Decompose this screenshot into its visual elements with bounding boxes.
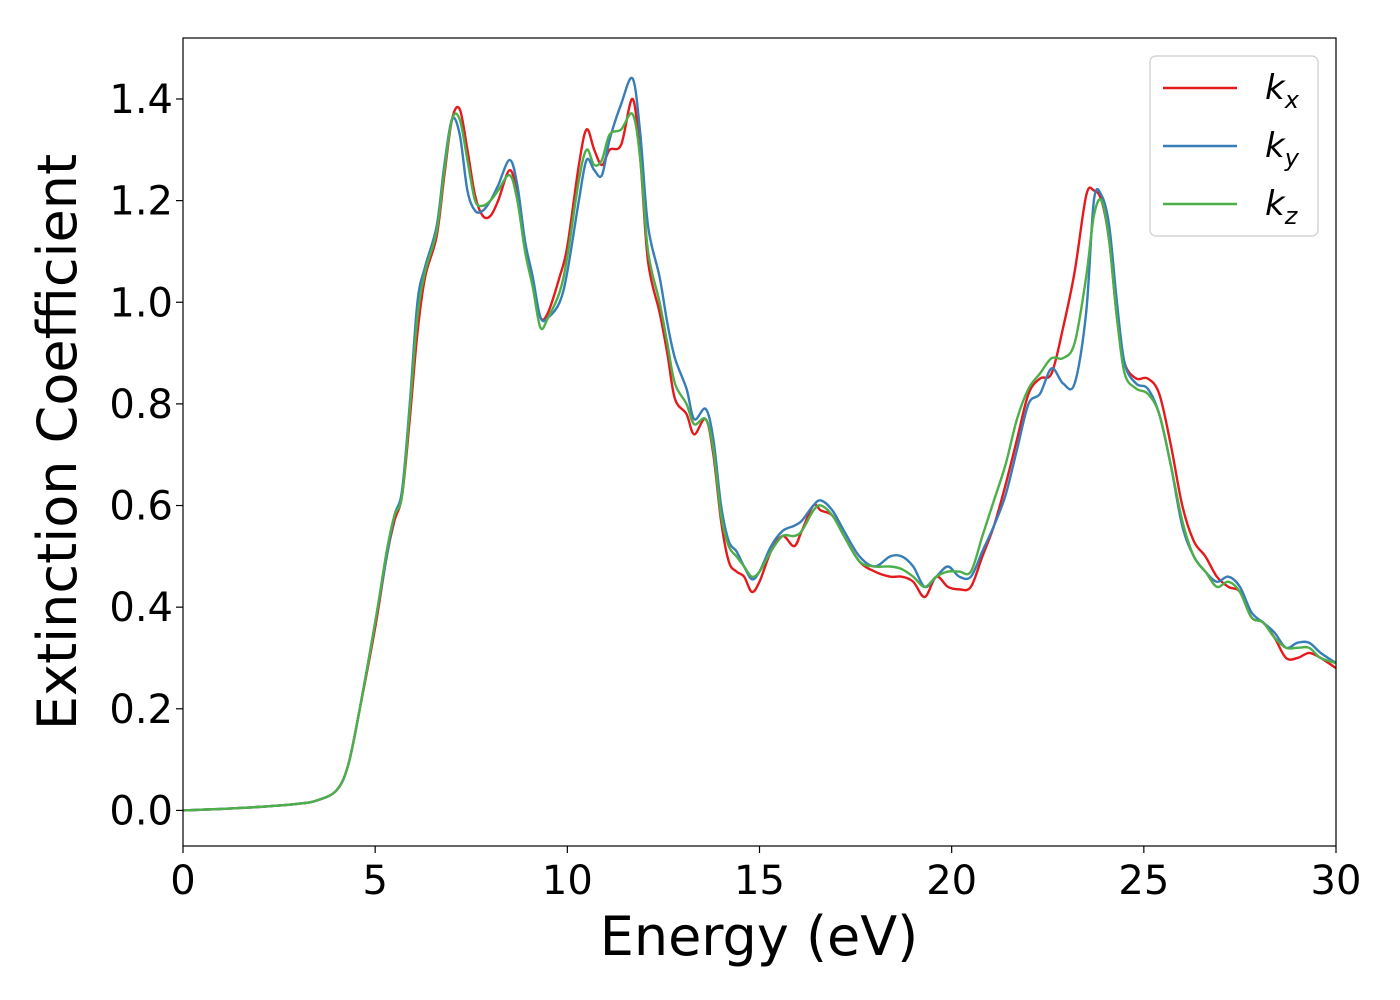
x-tick-label: 30 xyxy=(1311,858,1362,904)
legend-label-subscript: x xyxy=(1284,86,1300,114)
series-line-z xyxy=(183,112,1336,812)
legend-label-subscript: z xyxy=(1284,202,1299,230)
y-tick-label: 0.0 xyxy=(109,788,173,834)
y-tick-label: 1.2 xyxy=(109,179,173,225)
y-tick-label: 1.4 xyxy=(109,77,173,123)
series-lines xyxy=(183,76,1336,812)
y-tick-label: 0.6 xyxy=(109,484,173,530)
y-tick-label: 1.0 xyxy=(109,280,173,326)
x-tick-label: 10 xyxy=(542,858,593,904)
y-axis: 0.0 0.2 0.4 0.6 0.8 1.0 1.2 1.4 xyxy=(109,77,183,834)
x-axis: 0 5 10 15 20 25 30 xyxy=(170,846,1361,904)
x-axis-label: Energy (eV) xyxy=(600,905,919,968)
legend-label-x: kx xyxy=(1265,68,1300,114)
legend-label-y: ky xyxy=(1265,126,1300,172)
legend-label-z: kz xyxy=(1265,184,1299,230)
x-tick-label: 5 xyxy=(362,858,387,904)
x-tick-label: 25 xyxy=(1118,858,1169,904)
x-tick-label: 20 xyxy=(926,858,977,904)
y-tick-label: 0.4 xyxy=(109,585,173,631)
legend-label-main: k xyxy=(1265,68,1286,108)
legend-label-main: k xyxy=(1265,126,1286,166)
y-tick-label: 0.8 xyxy=(109,382,173,428)
y-axis-label: Extinction Coefficient xyxy=(26,154,89,730)
x-tick-label: 0 xyxy=(170,858,195,904)
x-tick-label: 15 xyxy=(734,858,785,904)
y-tick-label: 0.2 xyxy=(109,687,173,733)
legend-label-subscript: y xyxy=(1284,144,1300,172)
legend-label-main: k xyxy=(1265,184,1286,224)
